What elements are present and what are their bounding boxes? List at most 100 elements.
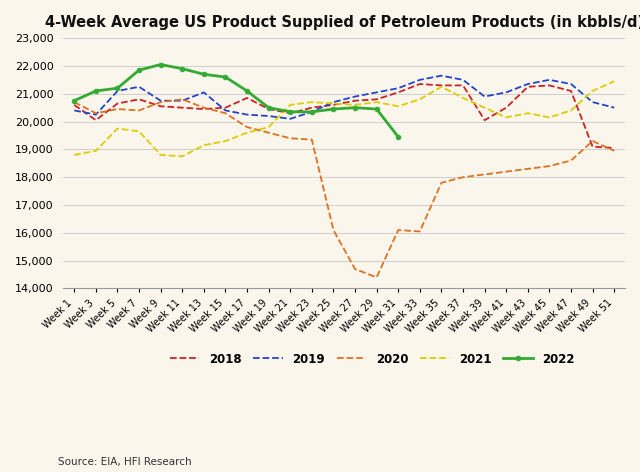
2020 xyxy=(308,137,316,143)
Title: 4-Week Average US Product Supplied of Petroleum Products (in kbbls/d): 4-Week Average US Product Supplied of Pe… xyxy=(45,15,640,30)
2020 xyxy=(330,227,337,233)
2019 xyxy=(524,81,532,87)
2019 xyxy=(92,112,100,118)
2021 xyxy=(287,102,294,108)
2020 xyxy=(611,148,618,153)
2022 xyxy=(330,106,337,112)
2018 xyxy=(589,144,596,150)
2019 xyxy=(70,108,78,113)
2021 xyxy=(308,99,316,105)
2018 xyxy=(243,95,251,101)
2021 xyxy=(243,130,251,135)
2022 xyxy=(70,98,78,103)
2019 xyxy=(611,105,618,110)
2018 xyxy=(287,110,294,116)
2018 xyxy=(481,118,488,123)
2020 xyxy=(567,158,575,163)
2021 xyxy=(114,126,122,131)
2020 xyxy=(221,110,229,116)
2019 xyxy=(265,113,273,119)
2020 xyxy=(135,108,143,113)
2022 xyxy=(351,105,359,110)
2018 xyxy=(330,102,337,108)
Legend: 2018, 2019, 2020, 2021, 2022: 2018, 2019, 2020, 2021, 2022 xyxy=(165,348,579,370)
2018 xyxy=(502,105,510,110)
2020 xyxy=(114,106,122,112)
2019 xyxy=(394,85,402,91)
2019 xyxy=(330,99,337,105)
2022 xyxy=(308,109,316,115)
2020 xyxy=(200,105,208,110)
2018 xyxy=(70,102,78,108)
2021 xyxy=(372,99,380,105)
Line: 2022: 2022 xyxy=(72,62,401,139)
2020 xyxy=(502,169,510,175)
2021 xyxy=(330,101,337,106)
2018 xyxy=(221,105,229,110)
2021 xyxy=(524,110,532,116)
2020 xyxy=(351,266,359,272)
2022 xyxy=(287,109,294,115)
2019 xyxy=(567,81,575,87)
2019 xyxy=(589,99,596,105)
2020 xyxy=(438,180,445,185)
2020 xyxy=(372,275,380,280)
2019 xyxy=(351,94,359,100)
2021 xyxy=(459,95,467,101)
2018 xyxy=(92,118,100,123)
2022 xyxy=(157,62,164,67)
2021 xyxy=(438,84,445,90)
2022 xyxy=(114,85,122,91)
2021 xyxy=(611,78,618,84)
2022 xyxy=(179,66,186,72)
2022 xyxy=(200,71,208,77)
2019 xyxy=(502,90,510,95)
2018 xyxy=(265,106,273,112)
2018 xyxy=(567,88,575,94)
2018 xyxy=(200,106,208,112)
2021 xyxy=(567,108,575,113)
2020 xyxy=(481,172,488,177)
Line: 2021: 2021 xyxy=(74,81,614,156)
2020 xyxy=(589,138,596,144)
2020 xyxy=(287,135,294,141)
2018 xyxy=(114,101,122,106)
2021 xyxy=(589,88,596,94)
2018 xyxy=(135,96,143,102)
Line: 2019: 2019 xyxy=(74,76,614,119)
2019 xyxy=(243,112,251,118)
2020 xyxy=(179,96,186,102)
2019 xyxy=(372,90,380,95)
2018 xyxy=(459,83,467,88)
2022 xyxy=(243,88,251,94)
2020 xyxy=(459,174,467,180)
2019 xyxy=(459,77,467,83)
2018 xyxy=(351,98,359,103)
2021 xyxy=(135,128,143,134)
2018 xyxy=(545,83,553,88)
2018 xyxy=(308,105,316,110)
2022 xyxy=(92,88,100,94)
2022 xyxy=(372,106,380,112)
2019 xyxy=(416,77,424,83)
2019 xyxy=(114,88,122,94)
2019 xyxy=(221,108,229,113)
2021 xyxy=(179,153,186,159)
2019 xyxy=(308,109,316,115)
2020 xyxy=(265,130,273,135)
2018 xyxy=(157,103,164,109)
2018 xyxy=(611,145,618,151)
2019 xyxy=(157,98,164,103)
2019 xyxy=(545,77,553,83)
2018 xyxy=(438,83,445,88)
2018 xyxy=(416,81,424,87)
2020 xyxy=(394,227,402,233)
2019 xyxy=(179,98,186,103)
2020 xyxy=(416,228,424,234)
2019 xyxy=(481,94,488,100)
Text: Source: EIA, HFI Research: Source: EIA, HFI Research xyxy=(58,457,191,467)
2019 xyxy=(200,90,208,95)
2018 xyxy=(524,84,532,90)
2021 xyxy=(351,102,359,108)
2021 xyxy=(481,105,488,110)
